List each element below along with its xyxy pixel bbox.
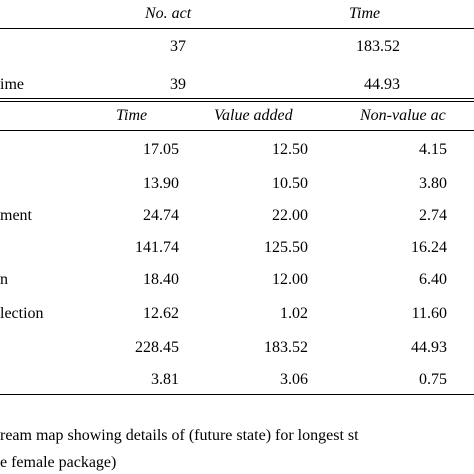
detail-row-7-time: 228.45 [135,339,179,356]
detail-row-3-time: 24.74 [143,207,179,224]
detail-header-value-added: Value added [214,107,293,124]
summary-row-2-no-act: 39 [170,76,186,93]
detail-row-3-non-value: 2.74 [419,207,447,224]
header-no-act: No. act [145,5,192,22]
rule-bottom [0,394,474,395]
detail-row-1-time: 17.05 [143,141,179,158]
detail-row-3-label: ment [0,207,32,224]
detail-row-1-non-value: 4.15 [419,141,447,158]
detail-row-6-label: lection [0,305,44,322]
header-time: Time [349,5,381,22]
detail-header-non-value: Non-value ac [360,107,446,124]
detail-row-7-non-value: 44.93 [411,339,447,356]
summary-row-1-no-act: 37 [170,38,186,55]
detail-row-2-value-added: 10.50 [272,175,308,192]
summary-row-2-label: ime [0,76,24,93]
detail-row-4-non-value: 16.24 [411,239,447,256]
summary-row-2-time: 44.93 [364,76,400,93]
detail-row-5-time: 18.40 [143,271,179,288]
detail-row-2-non-value: 3.80 [419,175,447,192]
rule-detail-header [0,130,474,131]
detail-row-6-time: 12.62 [143,305,179,322]
detail-row-1-value-added: 12.50 [272,141,308,158]
detail-row-8-time: 3.81 [151,371,179,388]
detail-row-5-value-added: 12.00 [272,271,308,288]
detail-row-2-time: 13.90 [143,175,179,192]
detail-row-6-non-value: 11.60 [411,305,447,322]
detail-header-time: Time [116,107,148,124]
detail-row-4-time: 141.74 [135,239,179,256]
rule-top [0,28,474,29]
detail-row-7-value-added: 183.52 [264,339,308,356]
detail-row-8-value-added: 3.06 [280,371,308,388]
detail-row-5-label: n [0,271,8,288]
summary-row-1-time: 183.52 [356,38,400,55]
detail-row-8-non-value: 0.75 [419,371,447,388]
rule-mid-2 [0,101,474,102]
detail-row-4-value-added: 125.50 [264,239,308,256]
caption-line-1: ream map showing details of (future stat… [0,427,359,444]
detail-row-6-value-added: 1.02 [280,305,308,322]
detail-row-5-non-value: 6.40 [419,271,447,288]
caption-line-2: e female package) [0,454,117,471]
detail-row-3-value-added: 22.00 [272,207,308,224]
rule-mid-1 [0,98,474,99]
